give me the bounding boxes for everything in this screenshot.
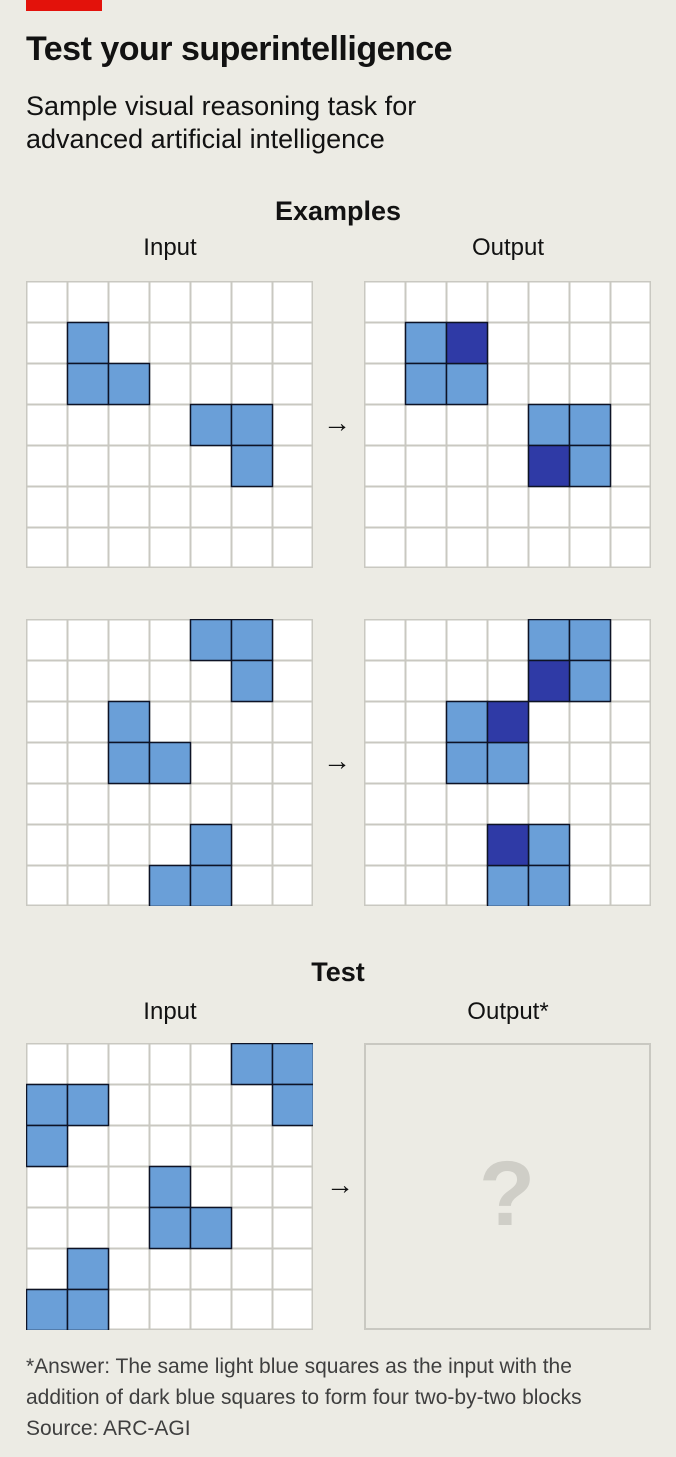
light-blue-cell <box>445 362 489 406</box>
light-blue-cell <box>271 1083 313 1127</box>
example-1-output-grid <box>364 281 651 568</box>
light-blue-cell <box>230 1043 274 1086</box>
chart-subtitle: Sample visual reasoning task for advance… <box>26 90 646 156</box>
example-2-input-grid <box>26 619 313 906</box>
subtitle-line-2: advanced artificial intelligence <box>26 124 385 154</box>
footnote-line-2: addition of dark blue squares to form fo… <box>26 1386 582 1409</box>
light-blue-cell <box>527 823 571 867</box>
light-blue-cell <box>445 700 489 744</box>
light-blue-cell <box>148 1165 192 1209</box>
light-blue-cell <box>66 1083 110 1127</box>
light-blue-cell <box>568 659 612 703</box>
test-output-label: Output* <box>467 998 549 1025</box>
chart-title: Test your superintelligence <box>26 30 453 68</box>
light-blue-cell <box>189 823 233 867</box>
light-blue-cell <box>404 362 448 406</box>
light-blue-cell <box>568 444 612 488</box>
test-output-placeholder-box: ? <box>364 1043 651 1330</box>
example-1-arrow-icon: → <box>323 407 351 438</box>
test-arrow-icon: → <box>326 1169 354 1200</box>
light-blue-cell <box>568 619 612 662</box>
light-blue-cell <box>445 741 489 785</box>
question-mark-icon: ? <box>479 1143 535 1245</box>
light-blue-cell <box>271 1043 313 1086</box>
light-blue-cell <box>230 444 274 488</box>
examples-heading: Examples <box>274 196 402 226</box>
light-blue-cell <box>189 619 233 662</box>
examples-input-label: Input <box>143 234 197 261</box>
light-blue-cell <box>66 362 110 406</box>
dark-blue-cell <box>527 659 571 703</box>
example-1-input-grid <box>26 281 313 568</box>
light-blue-cell <box>66 321 110 365</box>
light-blue-cell <box>66 1288 110 1330</box>
light-blue-cell <box>230 659 274 703</box>
light-blue-cell <box>486 864 530 906</box>
light-blue-cell <box>404 321 448 365</box>
light-blue-cell <box>66 1247 110 1291</box>
light-blue-cell <box>189 1206 233 1250</box>
example-2-output-grid <box>364 619 651 906</box>
light-blue-cell <box>527 619 571 662</box>
dark-blue-cell <box>445 321 489 365</box>
light-blue-cell <box>26 1083 69 1127</box>
example-2-arrow-icon: → <box>323 745 351 776</box>
light-blue-cell <box>527 864 571 906</box>
light-blue-cell <box>148 864 192 906</box>
light-blue-cell <box>148 1206 192 1250</box>
light-blue-cell <box>107 700 151 744</box>
light-blue-cell <box>230 403 274 447</box>
light-blue-cell <box>189 864 233 906</box>
light-blue-cell <box>107 741 151 785</box>
light-blue-cell <box>527 403 571 447</box>
light-blue-cell <box>26 1124 69 1168</box>
footnote-line-1: *Answer: The same light blue squares as … <box>26 1355 572 1378</box>
light-blue-cell <box>189 403 233 447</box>
dark-blue-cell <box>527 444 571 488</box>
light-blue-cell <box>230 619 274 662</box>
light-blue-cell <box>148 741 192 785</box>
dark-blue-cell <box>486 823 530 867</box>
source-note: Source: ARC-AGI <box>26 1417 191 1440</box>
light-blue-cell <box>486 741 530 785</box>
test-input-grid <box>26 1043 313 1330</box>
subtitle-line-1: Sample visual reasoning task for <box>26 91 417 121</box>
light-blue-cell <box>107 362 151 406</box>
test-heading: Test <box>311 957 365 987</box>
test-input-label: Input <box>143 998 197 1025</box>
brand-accent-bar <box>26 0 102 11</box>
examples-output-label: Output <box>471 234 545 261</box>
light-blue-cell <box>26 1288 69 1330</box>
footnote: *Answer: The same light blue squares as … <box>26 1351 656 1444</box>
dark-blue-cell <box>486 700 530 744</box>
light-blue-cell <box>568 403 612 447</box>
placeholder-box <box>364 1043 651 1330</box>
